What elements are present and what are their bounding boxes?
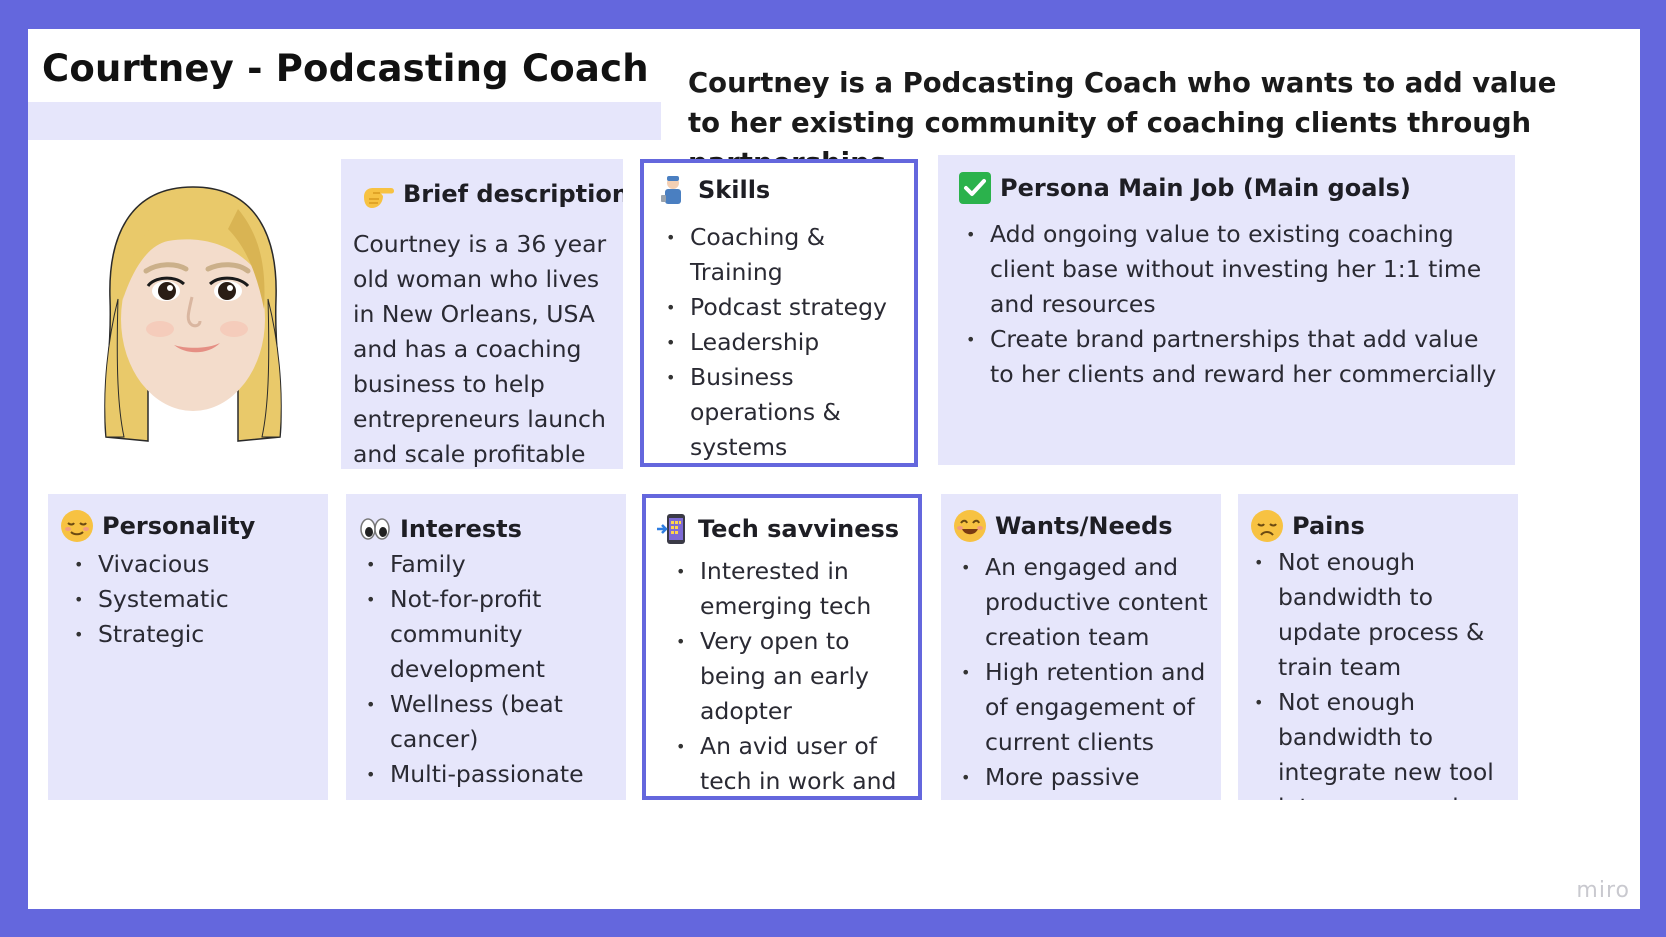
brief-description-text: Courtney is a 36 year old woman who live… — [353, 230, 607, 468]
skills-list: Coaching & Training Podcast strategy Lea… — [660, 220, 905, 463]
brief-description-title: Brief description — [403, 180, 623, 208]
skills-card: Skills Coaching & Training Podcast strat… — [640, 159, 918, 467]
interests-card: Interests Family Not-for-profit communit… — [346, 494, 626, 800]
list-item: Systematic — [68, 582, 318, 617]
list-item: Leadership — [660, 325, 905, 360]
pains-title: Pains — [1292, 512, 1365, 540]
memoji-avatar — [88, 179, 298, 449]
list-item: Not enough bandwidth to update process &… — [1248, 545, 1510, 685]
list-item: Wellness (beat cancer) — [360, 687, 618, 757]
list-item: Not-for-profit community development — [360, 582, 618, 687]
list-item: Add ongoing value to existing coaching c… — [960, 217, 1500, 322]
pains-card: Pains Not enough bandwidth to update pro… — [1238, 494, 1518, 800]
list-item: Coaching & Training — [660, 220, 905, 290]
list-item: Very open to being an early adopter — [670, 624, 915, 729]
list-item: Interested in emerging tech — [670, 554, 915, 624]
persona-summary: Courtney is a Podcasting Coach who wants… — [688, 67, 1557, 179]
list-item: More passive income — [955, 760, 1217, 800]
brief-description-card: Brief description Courtney is a 36 year … — [341, 159, 623, 469]
list-item: Vivacious — [68, 547, 318, 582]
interests-list: Family Not-for-profit community developm… — [360, 547, 618, 792]
eyes-icon — [358, 512, 392, 546]
list-item: An avid user of tech in work and persona… — [670, 729, 915, 796]
personality-list: Vivacious Systematic Strategic — [68, 547, 318, 652]
personality-card: Personality Vivacious Systematic Strateg… — [48, 494, 328, 800]
list-item: Strategic — [68, 617, 318, 652]
relieved-face-icon — [60, 509, 94, 543]
persona-board: Courtney - Podcasting Coach Courtney is … — [28, 29, 1640, 909]
tech-savviness-list: Interested in emerging tech Very open to… — [670, 554, 915, 796]
pains-list: Not enough bandwidth to update process &… — [1248, 545, 1510, 800]
tech-savviness-card: Tech savviness Interested in emerging te… — [642, 494, 922, 800]
personality-title: Personality — [102, 512, 256, 540]
wants-needs-card: Wants/Needs An engaged and productive co… — [941, 494, 1221, 800]
smiling-face-icon — [953, 509, 987, 543]
list-item: Not enough bandwidth to integrate new to… — [1248, 685, 1510, 800]
tech-savviness-title: Tech savviness — [698, 515, 900, 543]
page-title: Courtney - Podcasting Coach — [42, 47, 649, 90]
skills-title: Skills — [698, 176, 771, 204]
main-job-card: Persona Main Job (Main goals) Add ongoin… — [938, 155, 1515, 465]
mechanic-icon — [656, 173, 690, 207]
phone-arrow-icon — [656, 512, 690, 546]
wants-needs-list: An engaged and productive content creati… — [955, 550, 1217, 800]
list-item: Create brand partnerships that add value… — [960, 322, 1500, 392]
main-job-title: Persona Main Job (Main goals) — [1000, 174, 1411, 202]
list-item: Family — [360, 547, 618, 582]
disappointed-face-icon — [1250, 509, 1284, 543]
miro-watermark: miro — [1576, 878, 1630, 903]
list-item: Multi-passionate — [360, 757, 618, 792]
pointing-hand-icon — [361, 177, 395, 211]
check-mark-icon — [958, 171, 992, 205]
list-item: High retention and of engagement of curr… — [955, 655, 1217, 760]
wants-needs-title: Wants/Needs — [995, 512, 1173, 540]
list-item: Business operations & systems — [660, 360, 905, 463]
main-job-list: Add ongoing value to existing coaching c… — [960, 217, 1500, 392]
title-highlight — [28, 102, 661, 140]
interests-title: Interests — [400, 515, 522, 543]
list-item: Podcast strategy — [660, 290, 905, 325]
list-item: An engaged and productive content creati… — [955, 550, 1217, 655]
